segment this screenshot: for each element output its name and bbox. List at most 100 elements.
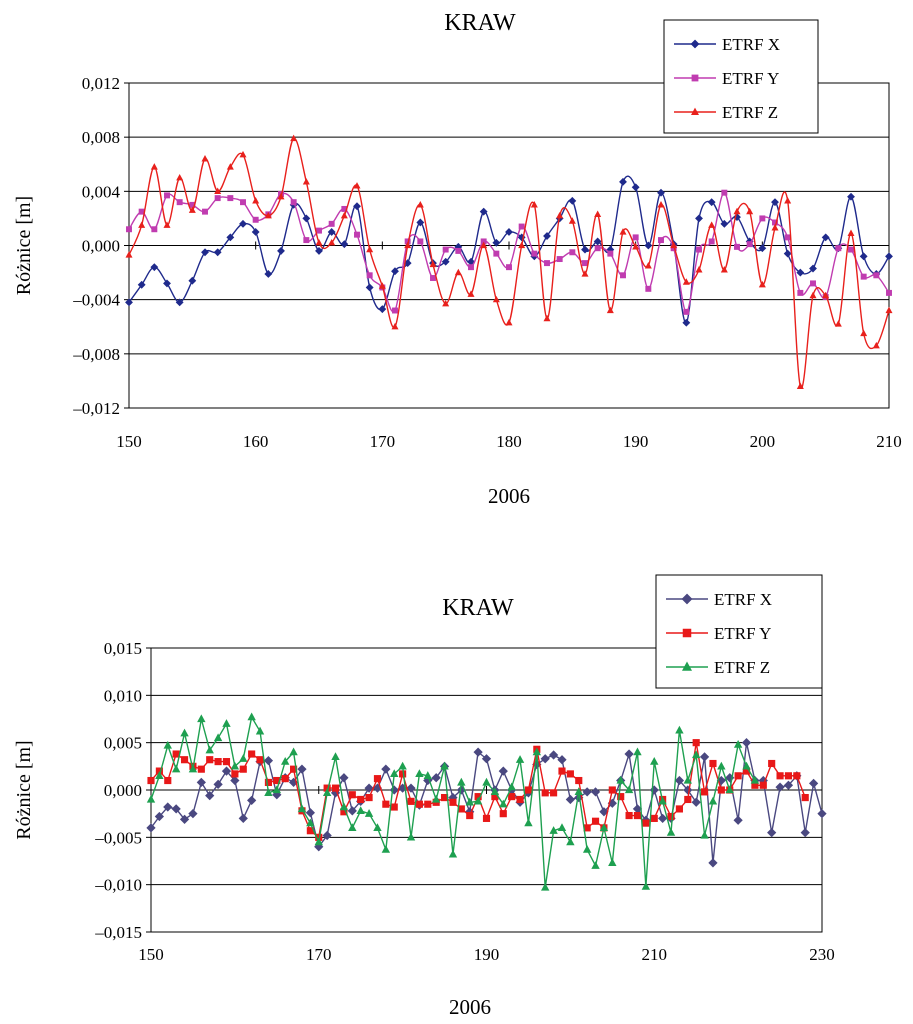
data-point: [366, 245, 374, 253]
data-point: [625, 811, 633, 820]
data-point: [339, 773, 349, 783]
data-point: [550, 789, 558, 797]
data-point: [784, 772, 793, 780]
data-point: [847, 229, 855, 236]
data-point: [390, 769, 399, 778]
data-point: [568, 196, 577, 205]
data-point: [642, 819, 650, 827]
data-point: [146, 823, 156, 833]
x-tick-label: 200: [750, 432, 776, 451]
data-point: [340, 808, 348, 816]
data-point: [314, 842, 324, 852]
data-point: [658, 237, 664, 244]
data-point: [390, 803, 398, 811]
data-point: [691, 797, 701, 807]
data-point: [227, 195, 234, 202]
data-point: [364, 809, 374, 817]
x-tick-label: 180: [496, 432, 522, 451]
data-point: [575, 776, 583, 785]
data-point: [566, 837, 575, 846]
data-point: [406, 783, 416, 793]
data-point: [733, 739, 743, 748]
series-line: [128, 175, 890, 324]
data-point: [633, 747, 642, 756]
data-point: [582, 845, 592, 853]
data-point: [543, 232, 551, 240]
y-tick-label: –0,005: [94, 828, 142, 847]
data-point: [796, 268, 805, 277]
data-point: [281, 775, 289, 783]
data-point: [455, 247, 462, 254]
data-point: [742, 761, 751, 770]
data-point: [306, 818, 315, 827]
data-point: [565, 794, 575, 805]
data-point: [796, 382, 804, 389]
data-point: [404, 241, 412, 249]
data-point: [746, 207, 754, 215]
data-point: [272, 790, 282, 800]
data-point: [373, 823, 382, 832]
data-point: [482, 777, 491, 786]
data-point: [709, 759, 717, 768]
data-point: [442, 246, 449, 253]
data-point: [417, 238, 424, 245]
data-point: [633, 811, 642, 820]
data-point: [691, 750, 701, 759]
data-point: [581, 270, 589, 277]
series-etrf-y: [126, 189, 892, 315]
data-point: [454, 268, 462, 276]
data-point: [415, 800, 423, 808]
data-point: [213, 248, 222, 257]
data-point: [507, 782, 516, 791]
data-point: [163, 802, 173, 812]
data-point: [594, 245, 601, 252]
data-point: [440, 794, 449, 802]
data-point: [885, 252, 893, 261]
legend-label: ETRF X: [714, 590, 772, 609]
data-point: [549, 826, 558, 834]
y-tick-label: 0,008: [82, 128, 120, 147]
data-point: [240, 199, 246, 206]
data-point: [733, 207, 741, 215]
data-point: [696, 246, 702, 253]
data-point: [817, 809, 827, 819]
data-point: [222, 719, 231, 727]
data-point: [331, 784, 340, 792]
data-point: [506, 264, 512, 271]
data-point: [682, 278, 690, 285]
data-point: [247, 795, 257, 806]
data-point: [277, 246, 285, 255]
data-point: [331, 752, 340, 761]
data-point: [758, 244, 767, 253]
data-point: [499, 799, 508, 808]
data-point: [366, 272, 373, 279]
data-point: [480, 238, 487, 245]
data-point: [302, 178, 310, 185]
data-point: [340, 240, 349, 249]
data-point: [675, 805, 683, 813]
data-point: [683, 775, 692, 784]
legend-label: ETRF X: [722, 35, 780, 54]
data-point: [239, 765, 247, 773]
legend-marker: [691, 74, 699, 82]
data-point: [657, 188, 665, 197]
data-point: [297, 764, 307, 774]
series-etrf-x: [125, 175, 893, 327]
data-point: [531, 250, 538, 257]
data-point: [649, 785, 659, 795]
data-point: [809, 291, 817, 299]
data-point: [415, 769, 424, 778]
data-point: [566, 770, 574, 778]
x-tick-label: 230: [809, 945, 835, 964]
data-point: [202, 208, 208, 215]
data-point: [163, 279, 171, 288]
data-point: [264, 270, 273, 278]
data-point: [650, 756, 659, 765]
data-point: [315, 833, 323, 841]
data-point: [667, 812, 675, 821]
y-tick-label: –0,004: [72, 291, 120, 310]
data-point: [466, 811, 474, 820]
data-point: [758, 280, 766, 288]
data-point: [252, 216, 259, 223]
data-point: [632, 243, 640, 250]
